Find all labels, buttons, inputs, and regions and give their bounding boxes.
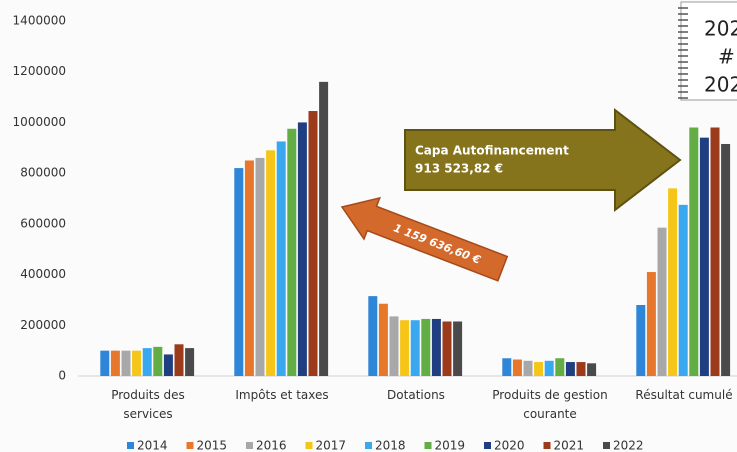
legend-label: 2014	[137, 439, 168, 452]
bar	[287, 128, 297, 376]
tax-arrow: 1 159 636,60 €	[340, 196, 509, 282]
legend-label: 2015	[197, 439, 228, 452]
spiral	[678, 7, 688, 99]
bar	[678, 204, 688, 376]
legend-label: 2020	[494, 439, 525, 452]
bar	[502, 358, 512, 376]
bar	[431, 318, 441, 376]
note-line: #	[718, 45, 735, 69]
bar	[576, 362, 586, 376]
bar	[185, 348, 195, 376]
bar	[110, 350, 120, 376]
bar	[389, 316, 399, 376]
bar	[308, 111, 318, 377]
bar	[163, 354, 173, 376]
legend-label: 2021	[554, 439, 585, 452]
arrow-shape	[404, 107, 682, 213]
y-tick-label: 1000000	[13, 115, 66, 129]
legend-label: 2019	[435, 439, 466, 452]
bar	[368, 296, 378, 376]
arrow-shape	[340, 196, 509, 282]
bar	[523, 360, 533, 376]
bar	[442, 321, 452, 376]
bar	[174, 344, 184, 376]
capa-label: Capa Autofinancement	[415, 144, 569, 158]
bar	[565, 362, 575, 376]
y-tick-label: 1200000	[13, 64, 66, 78]
bar	[544, 360, 554, 376]
bar	[699, 137, 709, 376]
note-line: 202	[704, 17, 737, 41]
bar	[421, 318, 431, 376]
x-tick-label: Dotations	[387, 388, 445, 402]
legend-swatch	[246, 442, 253, 449]
legend-label: 2018	[375, 439, 406, 452]
y-tick-label: 0	[58, 369, 66, 383]
bar	[636, 305, 646, 376]
legend-swatch	[484, 442, 491, 449]
bar	[668, 188, 678, 376]
legend-label: 2017	[316, 439, 347, 452]
bar	[378, 303, 388, 376]
bar	[587, 363, 597, 376]
bar	[534, 362, 544, 376]
bar	[297, 122, 307, 376]
legend-label: 2022	[613, 439, 644, 452]
bar	[319, 81, 329, 376]
bar	[710, 127, 720, 376]
note-line: 202	[704, 73, 737, 97]
x-tick-label: Impôts et taxes	[235, 388, 329, 402]
legend-swatch	[543, 442, 551, 449]
y-tick-label: 1400000	[13, 14, 66, 28]
bar	[121, 350, 131, 376]
legend-swatch	[127, 442, 134, 449]
bar	[142, 348, 152, 376]
bar	[100, 350, 110, 376]
bar	[555, 358, 565, 376]
y-tick-label: 800000	[20, 166, 66, 180]
notebook: 202 # 202	[678, 1, 737, 101]
bar	[400, 320, 410, 376]
bar	[689, 127, 699, 376]
capa-arrow: Capa Autofinancement 913 523,82 €	[404, 107, 682, 213]
bar	[646, 272, 656, 376]
bar	[255, 157, 265, 376]
bar	[721, 143, 731, 376]
bar	[657, 227, 667, 376]
y-tick-label: 600000	[20, 216, 66, 230]
bar	[153, 346, 163, 376]
y-tick-label: 400000	[20, 267, 66, 281]
bar	[132, 350, 142, 376]
x-tick-label: Produits des services	[111, 388, 185, 421]
bar	[512, 359, 522, 376]
bar	[410, 320, 420, 376]
legend-swatch	[365, 442, 372, 449]
legend-swatch	[305, 442, 313, 449]
notebook-page	[680, 1, 737, 101]
bar	[453, 321, 463, 376]
bars	[100, 81, 731, 377]
legend-swatch	[186, 442, 194, 449]
legend-swatch	[424, 442, 432, 449]
bar	[244, 160, 254, 376]
legend-swatch	[603, 442, 610, 449]
legend-label: 2016	[256, 439, 287, 452]
bar	[276, 141, 286, 376]
bar	[266, 150, 276, 376]
capa-value: 913 523,82 €	[415, 162, 503, 176]
x-tick-label: Résultat cumulé	[635, 388, 733, 402]
x-tick-label: Produits de gestion courante	[492, 388, 608, 421]
bar	[234, 168, 244, 376]
y-tick-label: 200000	[20, 318, 66, 332]
